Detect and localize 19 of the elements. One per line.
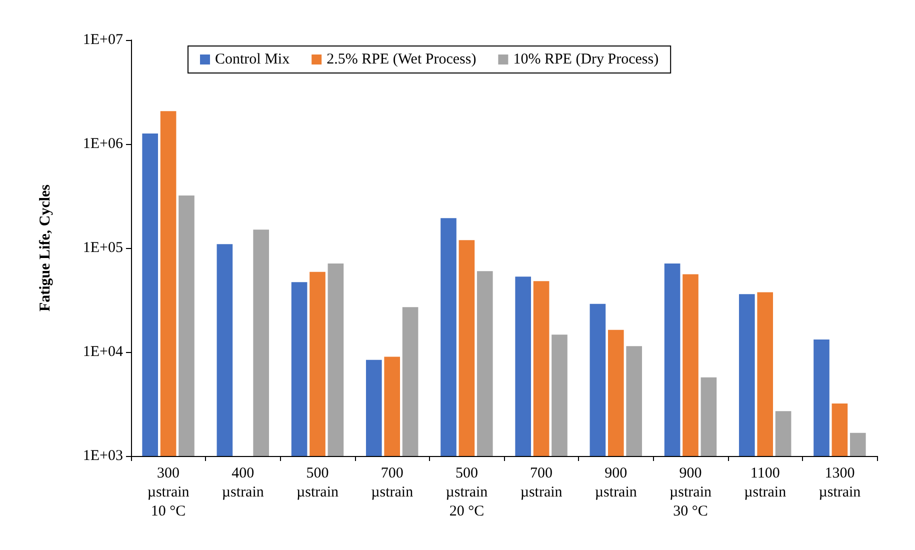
y-tick-label: 1E+06: [82, 136, 124, 152]
y-axis-title: Fatigue Life, Cycles: [38, 184, 54, 312]
x-tick-label: 1300 µstrain: [818, 466, 862, 500]
y-tick-label: 1E+03: [82, 448, 123, 464]
x-tick-label: 900 µstrain 30 °C: [670, 466, 712, 520]
y-tick-label: 1E+05: [82, 240, 123, 256]
y-tick-label: 1E+04: [82, 344, 124, 360]
legend-label: Control Mix: [215, 52, 290, 68]
x-tick-label: 1100 µstrain: [744, 466, 787, 500]
legend-label: 10% RPE (Dry Process): [513, 52, 659, 68]
x-tick-label: 400 µstrain: [222, 466, 264, 500]
x-tick-label: 900 µstrain: [594, 466, 638, 500]
x-tick-label: 300 µstrain 10 °C: [147, 466, 190, 520]
y-tick-label: 1E+07: [82, 32, 124, 48]
x-tick-label: 700 µstrain: [371, 466, 414, 500]
x-tick-label: 500 µstrain: [296, 466, 339, 500]
legend-label: 2.5% RPE (Wet Process): [326, 52, 476, 68]
x-tick-label: 700 µstrain: [520, 466, 563, 500]
x-tick-label: 500 µstrain 20 °C: [446, 466, 488, 520]
